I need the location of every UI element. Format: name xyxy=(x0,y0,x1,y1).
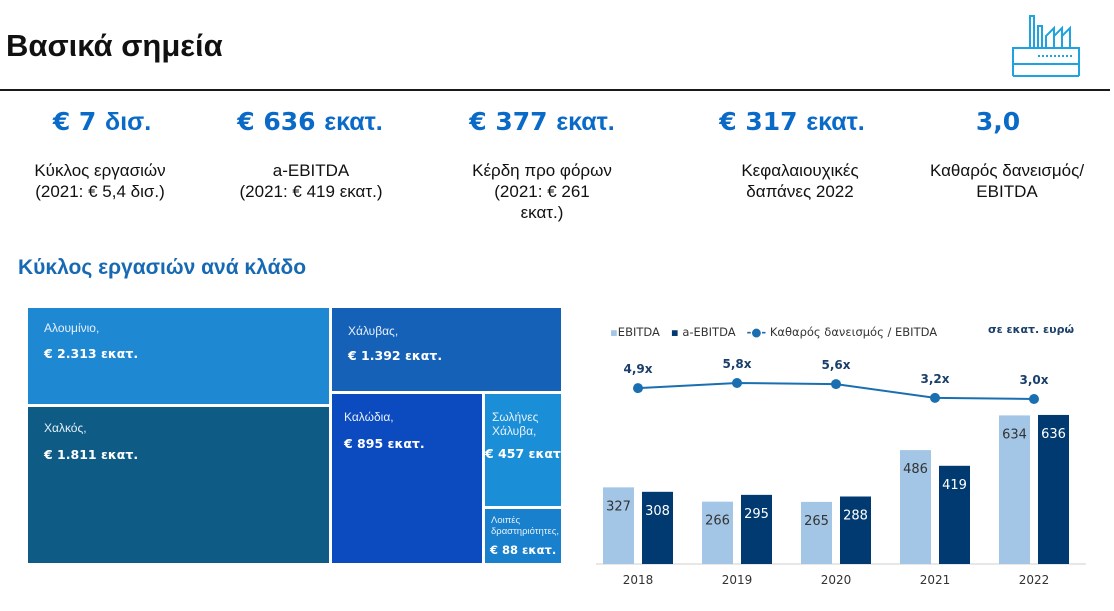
segments-title: Κύκλος εργασιών ανά κλάδο xyxy=(18,256,307,279)
kpi-capex-label: Κεφαλαιουχικές δαπάνες 2022 xyxy=(741,161,859,201)
bar-ebitda-2020 xyxy=(801,501,832,564)
segment-name: Λοιπές δραστηριότητες, xyxy=(491,515,559,537)
bar-label-ebitda-2020: 265 xyxy=(804,514,829,529)
page-title: Βασικά σημεία xyxy=(6,28,223,63)
kpi-capex-value: € 317 εκατ. xyxy=(719,107,865,136)
bar-label-a-ebitda-2022: 636 xyxy=(1041,427,1066,442)
bar-label-a-ebitda-2019: 295 xyxy=(744,507,769,522)
segment-value: € 2.313 εκατ. xyxy=(44,346,139,361)
kpi-revenue-value: € 7 δισ. xyxy=(52,107,152,136)
net-debt-ratio-label-2020: 5,6x xyxy=(822,358,851,372)
legend-label-ebitda: EBITDA xyxy=(617,325,660,339)
bar-a-ebitda-2019 xyxy=(741,494,772,564)
x-tick-label-2018: 2018 xyxy=(623,573,654,587)
kpi-net-debt-ratio-label: Καθαρός δανεισμός/EBITDA xyxy=(929,161,1085,201)
bar-a-ebitda-2018 xyxy=(642,491,673,564)
x-tick-label-2022: 2022 xyxy=(1019,573,1050,587)
bar-ebitda-2022 xyxy=(999,415,1030,564)
net-debt-ratio-label-2018: 4,9x xyxy=(624,362,653,376)
net-debt-ratio-point-2019 xyxy=(732,378,742,388)
segment-name: Χαλκός, xyxy=(44,421,87,435)
segment-value: € 1.811 εκατ. xyxy=(44,447,139,462)
bar-label-ebitda-2021: 486 xyxy=(903,462,928,477)
bar-label-ebitda-2019: 266 xyxy=(705,514,730,529)
net-debt-ratio-label-2021: 3,2x xyxy=(921,372,950,386)
segment-name: Καλώδια, xyxy=(344,410,394,424)
kpi-aebitda-label: a-EBITDA (2021: € 419 εκατ.) xyxy=(239,161,383,201)
segment-value: € 88 εκατ. xyxy=(490,543,557,557)
segment-tile-cables: Καλώδια, € 895 εκατ. xyxy=(332,394,482,563)
segment-name: Αλουμίνιο, xyxy=(44,321,100,335)
legend-label-aebitda: a-EBITDA xyxy=(682,325,736,339)
legend-label-net-debt-ratio: Καθαρός δανεισμός / EBITDA xyxy=(769,325,938,339)
segment-name: Σωλήνες Χάλυβα, xyxy=(492,410,539,438)
segment-tile-steel-pipes: Σωλήνες Χάλυβα, € 457 εκατ. xyxy=(485,394,566,506)
kpi-net-debt-ratio-value: 3,0 xyxy=(975,107,1021,136)
segment-value: € 457 εκατ. xyxy=(485,446,566,461)
kpi-pretax-profit-value: € 377 εκατ. xyxy=(469,107,615,136)
bar-label-a-ebitda-2020: 288 xyxy=(843,509,868,524)
net-debt-ratio-label-2019: 5,8x xyxy=(723,357,752,371)
title-divider xyxy=(0,89,1110,91)
bar-ebitda-2021 xyxy=(900,450,931,564)
kpi-revenue-label: Κύκλος εργασιών (2021: € 5,4 δισ.) xyxy=(34,161,166,201)
legend-swatch-ebitda: ▪ xyxy=(610,325,618,339)
net-debt-ratio-label-2022: 3,0x xyxy=(1020,373,1049,387)
net-debt-ratio-point-2020 xyxy=(831,379,841,390)
bar-a-ebitda-2021 xyxy=(939,465,970,564)
kpi-pretax-profit-label: Κέρδη προ φόρων (2021: € 261 εκατ.) xyxy=(472,161,612,222)
chart-units-note: σε εκατ. ευρώ xyxy=(988,323,1075,336)
x-tick-label-2020: 2020 xyxy=(821,573,852,587)
segment-tile-other-activities: Λοιπές δραστηριότητες, € 88 εκατ. xyxy=(485,509,561,563)
segment-value: € 1.392 εκατ. xyxy=(348,348,443,363)
bar-a-ebitda-2022 xyxy=(1038,414,1069,564)
x-tick-label-2021: 2021 xyxy=(920,573,951,587)
bar-label-a-ebitda-2021: 419 xyxy=(942,478,967,493)
segment-value: € 895 εκατ. xyxy=(344,436,425,451)
ebitda-chart: 327 308 2018 266 295 2019 265 288 2020 486 419 2021… xyxy=(596,357,1086,587)
legend-swatch-aebitda: ▪ xyxy=(670,325,679,339)
segment-tile-steel: Χάλυβας, € 1.392 εκατ. xyxy=(332,308,561,391)
bar-ebitda-2019 xyxy=(702,501,733,564)
x-tick-label-2019: 2019 xyxy=(722,573,753,587)
segment-tile-copper: Χαλκός, € 1.811 εκατ. xyxy=(28,407,329,563)
bar-ebitda-2018 xyxy=(603,487,634,564)
chart-legend: ▪EBITDA ▪ a-EBITDA -●- Καθαρός δανεισμός… xyxy=(610,325,937,339)
net-debt-ratio-point-2021 xyxy=(930,392,940,403)
bar-label-a-ebitda-2018: 308 xyxy=(645,504,670,519)
legend-swatch-net-debt-ratio: -●- xyxy=(746,325,767,339)
kpi-aebitda-value: € 636 εκατ. xyxy=(237,107,383,136)
bar-label-ebitda-2022: 634 xyxy=(1002,427,1027,442)
net-debt-ratio-point-2018 xyxy=(633,383,643,394)
factory-icon xyxy=(1012,15,1080,77)
bar-label-ebitda-2018: 327 xyxy=(606,499,631,514)
bar-a-ebitda-2020 xyxy=(840,496,871,564)
segment-name: Χάλυβας, xyxy=(348,324,399,338)
segment-tile-aluminium: Αλουμίνιο, € 2.313 εκατ. xyxy=(28,308,329,404)
net-debt-ratio-point-2022 xyxy=(1029,394,1039,404)
